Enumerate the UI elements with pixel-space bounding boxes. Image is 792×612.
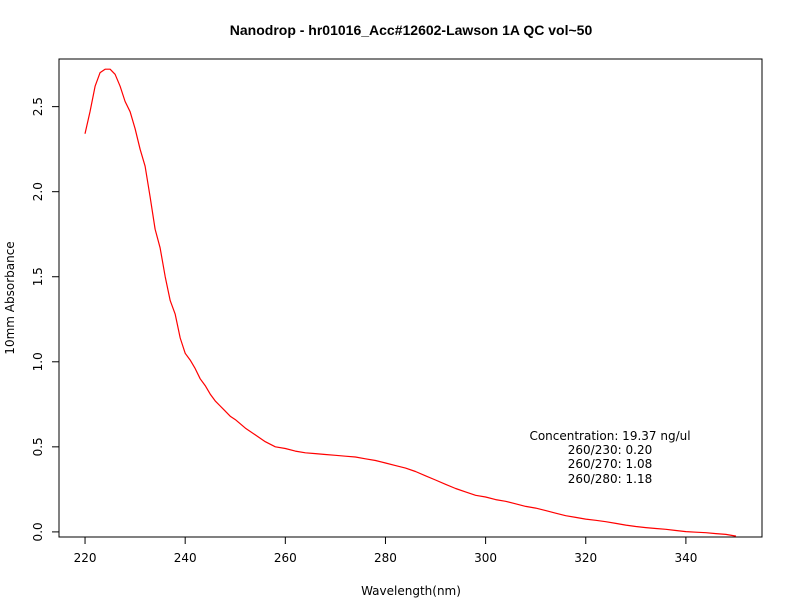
x-tick-label: 260 xyxy=(274,551,297,565)
y-tick-label: 1.5 xyxy=(31,267,45,286)
y-axis-label: 10mm Absorbance xyxy=(3,241,17,354)
x-tick-label: 280 xyxy=(374,551,397,565)
y-tick-label: 0.5 xyxy=(31,437,45,456)
series-group xyxy=(84,68,737,537)
absorbance-series-line xyxy=(84,68,737,537)
concentration-annotation: Concentration: 19.37 ng/ul xyxy=(529,429,690,443)
y-tick-label: 0.0 xyxy=(31,522,45,541)
ratio-260-270-annotation: 260/270: 1.08 xyxy=(568,457,652,471)
x-axis-label: Wavelength(nm) xyxy=(361,584,461,598)
y-tick-label: 2.0 xyxy=(31,182,45,201)
chart-title: Nanodrop - hr01016_Acc#12602-Lawson 1A Q… xyxy=(230,22,593,38)
plot-frame xyxy=(58,58,763,538)
ratio-260-280-annotation: 260/280: 1.18 xyxy=(568,472,652,486)
x-tick-label: 340 xyxy=(674,551,697,565)
x-axis: 220 240 260 280 300 320 340 xyxy=(74,536,697,565)
x-tick-label: 240 xyxy=(174,551,197,565)
x-tick-label: 300 xyxy=(474,551,497,565)
annotation-block: Concentration: 19.37 ng/ul 260/230: 0.20… xyxy=(529,429,690,486)
y-tick-label: 1.0 xyxy=(31,352,45,371)
ratio-260-230-annotation: 260/230: 0.20 xyxy=(568,443,652,457)
y-tick-label: 2.5 xyxy=(31,97,45,116)
x-tick-label: 220 xyxy=(74,551,97,565)
x-tick-label: 320 xyxy=(574,551,597,565)
y-axis: 0.0 0.5 1.0 1.5 2.0 2.5 xyxy=(31,97,60,541)
